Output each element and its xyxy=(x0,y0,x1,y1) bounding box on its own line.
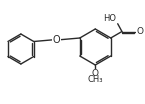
Text: O: O xyxy=(53,35,61,45)
Text: O: O xyxy=(136,27,143,36)
Text: CH₃: CH₃ xyxy=(88,76,103,84)
Text: O: O xyxy=(92,69,99,79)
Text: HO: HO xyxy=(103,14,116,23)
